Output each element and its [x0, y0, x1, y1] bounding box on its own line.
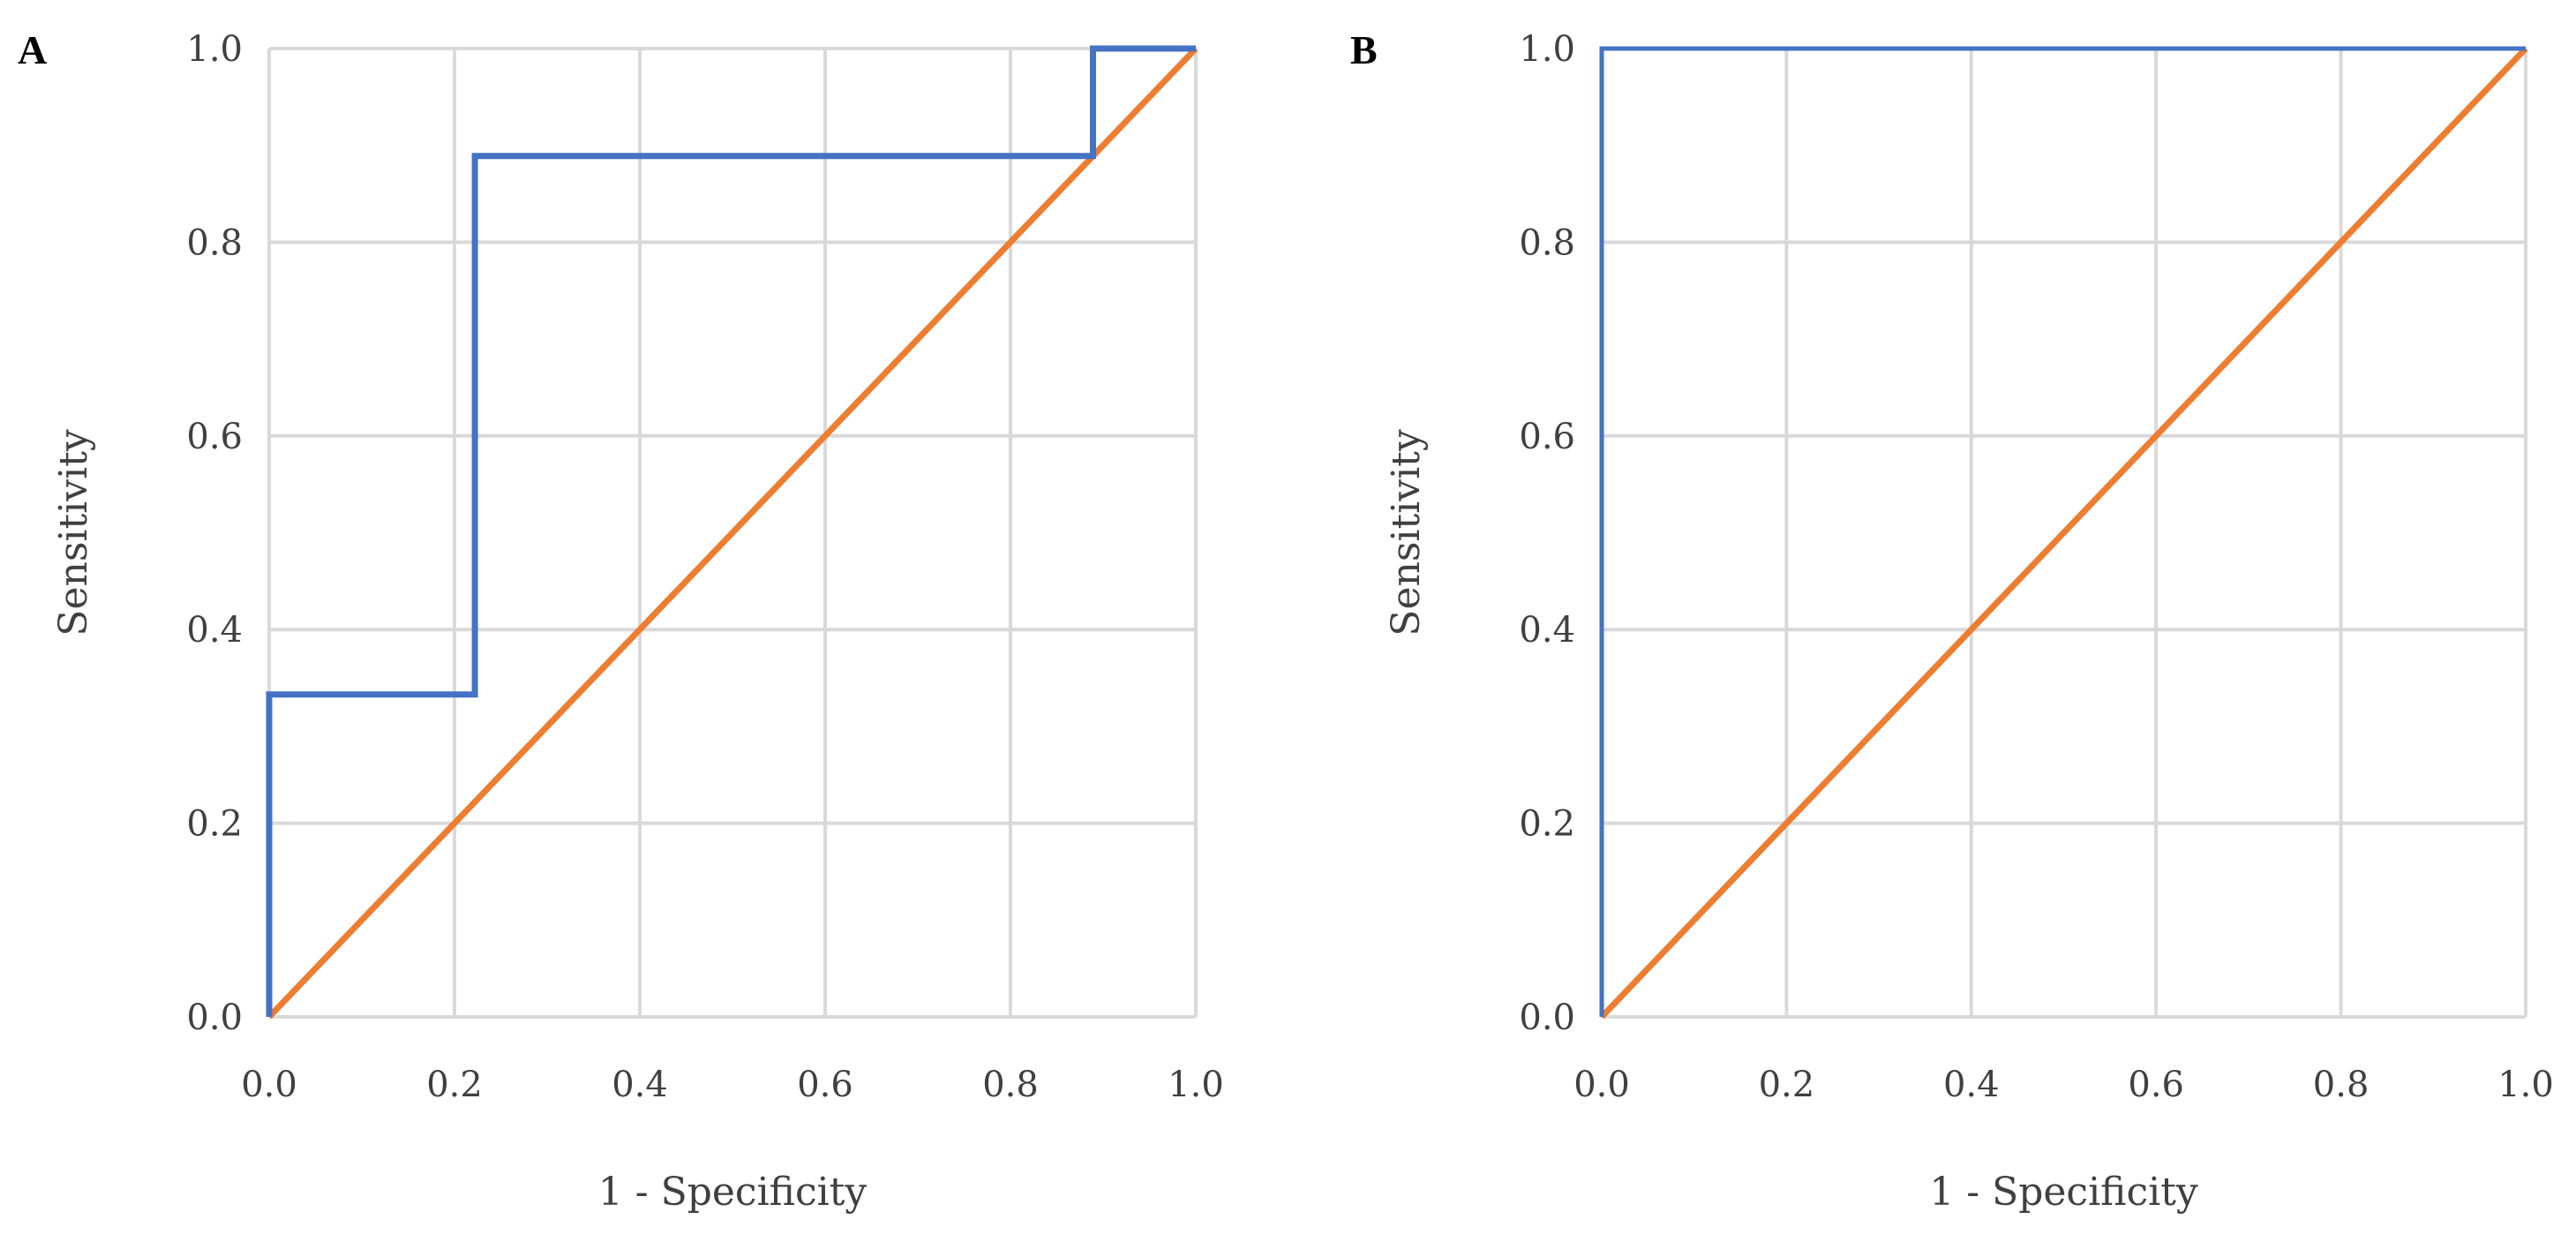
- x-tick-label: 0.0: [241, 1065, 297, 1105]
- roc-curve-line: [266, 45, 1196, 1017]
- y-axis-title: Sensitivity: [51, 429, 96, 636]
- y-tick-label: 0.4: [1519, 610, 1575, 651]
- x-tick-label: 0.4: [1943, 1065, 2000, 1105]
- y-tick-label: 0.8: [1519, 222, 1575, 263]
- y-tick-label: 0.2: [1519, 804, 1575, 845]
- x-tick-label: 0.0: [1573, 1065, 1630, 1105]
- panel-a: 0.0 0.2 0.4 0.6 0.8 1.0 0.0 0.2 0.4 0.6 0.8 1.0 1 - …: [18, 27, 1224, 1215]
- x-tick-label: 1.0: [1168, 1065, 1224, 1105]
- x-tick-label: 1.0: [2497, 1065, 2554, 1105]
- y-tick-label: 0.6: [186, 417, 243, 457]
- x-tick-label: 0.2: [426, 1065, 483, 1105]
- y-axis-title: Sensitivity: [1384, 429, 1429, 636]
- panel-label: B: [1350, 27, 1378, 72]
- panel-label: A: [18, 27, 47, 72]
- y-tick-label: 1.0: [186, 29, 243, 70]
- roc-curve-line: [1599, 46, 2526, 1017]
- y-tick-label: 0.8: [186, 222, 243, 263]
- panel-b: 0.0 0.2 0.4 0.6 0.8 1.0 0.0 0.2 0.4 0.6 0.8 1.0 1 - …: [1350, 27, 2554, 1215]
- x-tick-label: 0.6: [797, 1065, 853, 1105]
- x-axis-title: 1 - Specificity: [1929, 1170, 2198, 1215]
- x-tick-label: 0.4: [612, 1065, 668, 1105]
- y-tick-label: 0.2: [186, 804, 243, 845]
- x-axis-title: 1 - Specificity: [598, 1170, 867, 1215]
- x-tick-label: 0.8: [2313, 1065, 2369, 1105]
- y-tick-label: 1.0: [1519, 29, 1575, 70]
- x-tick-label: 0.8: [982, 1065, 1039, 1105]
- reference-line: [267, 46, 1198, 1020]
- y-tick-label: 0.6: [1519, 417, 1575, 457]
- y-tick-label: 0.0: [186, 997, 243, 1038]
- y-tick-label: 0.4: [186, 610, 243, 651]
- y-tick-label: 0.0: [1519, 997, 1575, 1038]
- x-tick-label: 0.6: [2128, 1065, 2184, 1105]
- x-tick-label: 0.2: [1759, 1065, 1815, 1105]
- reference-line: [1599, 46, 2528, 1020]
